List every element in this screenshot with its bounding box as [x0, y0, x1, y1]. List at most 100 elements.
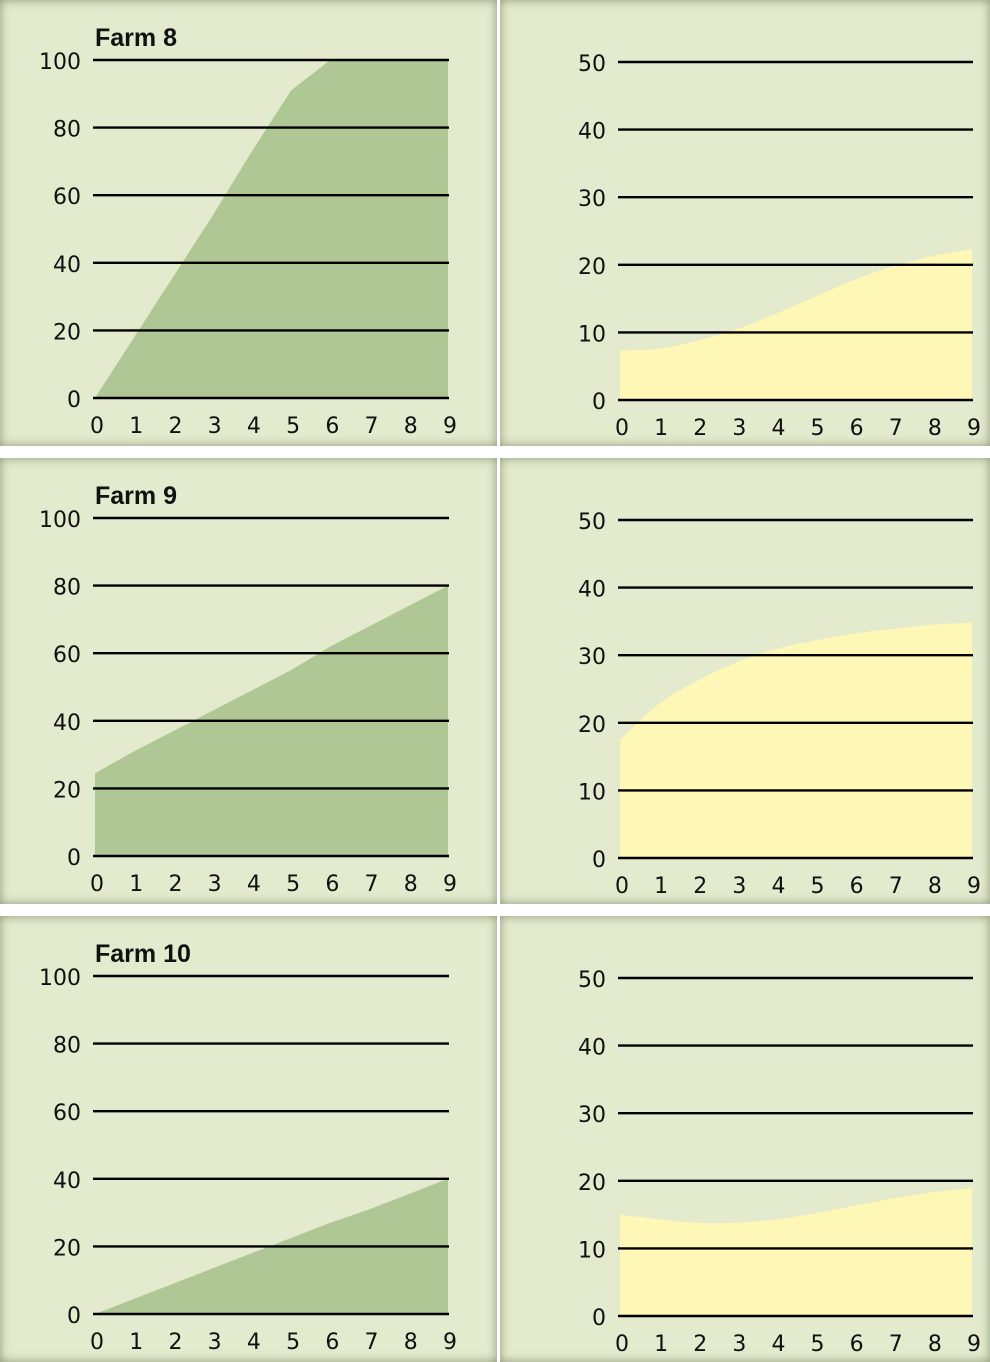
x-tick-label: 1	[129, 1330, 143, 1355]
x-tick-label: 3	[208, 1330, 222, 1355]
y-tick-label: 0	[592, 1306, 606, 1331]
y-tick-label: 80	[53, 1034, 81, 1059]
x-tick-label: 0	[90, 414, 104, 439]
x-tick-label: 3	[208, 414, 222, 439]
y-tick-label: 20	[578, 255, 606, 280]
y-tick-label: 60	[53, 1101, 81, 1126]
x-tick-label: 2	[693, 874, 707, 899]
x-tick-label: 4	[247, 414, 261, 439]
x-tick-label: 1	[129, 414, 143, 439]
x-tick-label: 4	[771, 1332, 785, 1357]
x-tick-label: 9	[443, 872, 457, 897]
x-tick-label: 2	[168, 414, 182, 439]
x-tick-label: 7	[889, 416, 903, 441]
x-tick-label: 7	[365, 414, 379, 439]
y-tick-label: 40	[578, 1036, 606, 1061]
y-tick-label: 20	[578, 1171, 606, 1196]
x-tick-label: 8	[404, 1330, 418, 1355]
y-tick-label: 40	[53, 711, 81, 736]
y-tick-label: 60	[53, 185, 81, 210]
x-tick-label: 5	[286, 872, 300, 897]
x-tick-label: 5	[811, 416, 825, 441]
x-tick-label: 1	[654, 874, 668, 899]
y-tick-label: 20	[53, 1236, 81, 1261]
y-tick-label: 100	[39, 966, 81, 991]
area-series	[620, 249, 972, 400]
x-tick-label: 4	[247, 872, 261, 897]
x-tick-label: 3	[208, 872, 222, 897]
area-series	[620, 1188, 972, 1316]
y-tick-label: 60	[53, 643, 81, 668]
x-tick-label: 9	[967, 874, 981, 899]
x-tick-label: 6	[325, 1330, 339, 1355]
x-tick-label: 0	[90, 1330, 104, 1355]
x-tick-label: 7	[889, 874, 903, 899]
y-tick-label: 40	[53, 1169, 81, 1194]
x-tick-label: 4	[771, 416, 785, 441]
x-tick-label: 6	[850, 874, 864, 899]
y-tick-label: 40	[578, 578, 606, 603]
x-tick-label: 8	[928, 874, 942, 899]
x-tick-label: 0	[90, 872, 104, 897]
x-tick-label: 5	[286, 1330, 300, 1355]
x-tick-label: 1	[654, 416, 668, 441]
x-tick-label: 9	[443, 414, 457, 439]
y-tick-label: 100	[39, 508, 81, 533]
x-tick-label: 6	[325, 414, 339, 439]
x-tick-label: 2	[693, 416, 707, 441]
chart-title: Farm 8	[95, 24, 177, 52]
y-tick-label: 10	[578, 1238, 606, 1263]
x-tick-label: 2	[168, 1330, 182, 1355]
y-tick-label: 80	[53, 118, 81, 143]
y-tick-label: 0	[592, 848, 606, 873]
y-tick-label: 40	[53, 253, 81, 278]
y-tick-label: 50	[578, 968, 606, 993]
x-tick-label: 8	[404, 414, 418, 439]
x-tick-label: 7	[365, 872, 379, 897]
y-tick-label: 0	[67, 846, 81, 871]
x-tick-label: 0	[615, 874, 629, 899]
y-tick-label: 10	[578, 322, 606, 347]
x-tick-label: 6	[850, 1332, 864, 1357]
y-tick-label: 80	[53, 576, 81, 601]
x-tick-label: 1	[654, 1332, 668, 1357]
x-tick-label: 9	[967, 1332, 981, 1357]
y-tick-label: 20	[578, 713, 606, 738]
x-tick-label: 5	[811, 874, 825, 899]
y-tick-label: 30	[578, 1103, 606, 1128]
chart-panel-1: 0 20 40 60 80 100 0 1 2 3 4 5 6 7 8 9 Farm 8	[0, 0, 497, 446]
y-tick-label: 0	[67, 1304, 81, 1329]
x-tick-label: 3	[732, 1332, 746, 1357]
chart-panel-6: 0 10 20 30 40 50 0 1 2 3 4 5 6 7 8 9	[500, 916, 990, 1362]
x-tick-label: 5	[811, 1332, 825, 1357]
chart-title: Farm 9	[95, 482, 177, 510]
chart-panel-4: 0 10 20 30 40 50 0 1 2 3 4 5 6 7 8 9	[500, 458, 990, 904]
y-tick-label: 40	[578, 120, 606, 145]
y-tick-label: 30	[578, 645, 606, 670]
x-tick-label: 0	[615, 1332, 629, 1357]
x-tick-label: 6	[850, 416, 864, 441]
x-tick-label: 3	[732, 874, 746, 899]
chart-panel-2: 0 10 20 30 40 50 0 1 2 3 4 5 6 7 8 9	[500, 0, 990, 446]
x-tick-label: 9	[443, 1330, 457, 1355]
x-tick-label: 5	[286, 414, 300, 439]
area-series	[620, 622, 972, 858]
chart-panel-5: 0 20 40 60 80 100 0 1 2 3 4 5 6 7 8 9 Farm 10	[0, 916, 497, 1362]
y-tick-label: 30	[578, 187, 606, 212]
x-tick-label: 8	[404, 872, 418, 897]
x-tick-label: 7	[365, 1330, 379, 1355]
x-tick-label: 8	[928, 416, 942, 441]
y-tick-label: 50	[578, 52, 606, 77]
area-series	[95, 60, 448, 398]
y-tick-label: 20	[53, 320, 81, 345]
y-tick-label: 50	[578, 510, 606, 535]
x-tick-label: 0	[615, 416, 629, 441]
x-tick-label: 6	[325, 872, 339, 897]
x-tick-label: 7	[889, 1332, 903, 1357]
